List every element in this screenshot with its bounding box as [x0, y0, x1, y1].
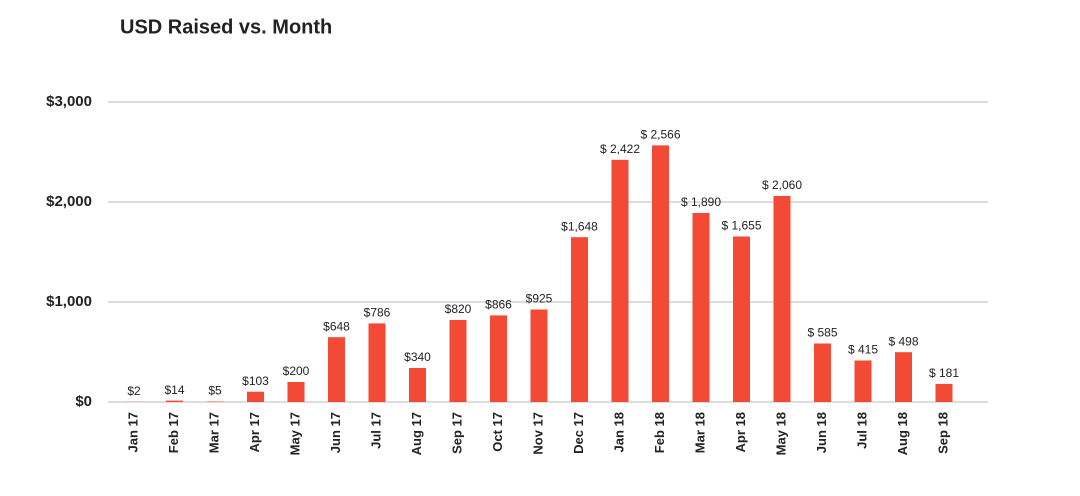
- x-tick-label: May 18: [773, 412, 788, 455]
- value-label: $925: [526, 292, 553, 306]
- bar: [895, 352, 912, 402]
- value-label: $14: [164, 383, 184, 397]
- x-tick-label: Mar 17: [206, 412, 221, 453]
- bar: [490, 315, 507, 402]
- value-label: $103: [242, 374, 269, 388]
- value-label: $ 585: [807, 326, 837, 340]
- y-tick-label: $3,000: [46, 93, 92, 110]
- bar: [409, 368, 426, 402]
- x-tick-label: Aug 17: [409, 412, 424, 455]
- value-label: $ 1,890: [681, 195, 721, 209]
- bar: [328, 337, 345, 402]
- bar: [692, 213, 710, 402]
- bar: [530, 309, 548, 402]
- value-label: $ 498: [888, 334, 918, 348]
- y-tick-label: $2,000: [46, 193, 92, 210]
- y-tick-label: $0: [75, 393, 92, 410]
- value-label: $ 2,422: [600, 142, 640, 156]
- bar: [247, 391, 264, 402]
- x-tick-label: Nov 17: [530, 412, 545, 455]
- x-tick-label: Jun 17: [328, 412, 343, 453]
- chart-title: USD Raised vs. Month: [120, 16, 332, 38]
- value-label: $ 181: [929, 366, 959, 380]
- bar: [773, 196, 791, 402]
- value-label: $ 2,566: [640, 128, 680, 142]
- bar: [166, 400, 183, 402]
- x-tick-label: Apr 18: [733, 412, 748, 452]
- x-tick-label: Jul 18: [854, 412, 869, 449]
- x-tick-label: Sep 17: [449, 412, 464, 454]
- bar: [287, 382, 305, 402]
- value-label: $5: [208, 384, 222, 398]
- x-tick-label: Jul 17: [368, 412, 383, 449]
- x-tick-label: Feb 18: [652, 412, 667, 453]
- value-label: $ 1,655: [721, 219, 761, 233]
- x-tick-label: Mar 18: [692, 412, 707, 453]
- value-label: $866: [485, 298, 512, 312]
- x-tick-label: Sep 18: [935, 412, 950, 454]
- bar: [733, 236, 750, 402]
- value-label: $786: [364, 306, 391, 320]
- x-tick-label: Oct 17: [490, 412, 505, 452]
- value-label: $ 415: [848, 343, 878, 357]
- x-tick-label: Feb 17: [166, 412, 181, 453]
- value-label: $820: [445, 302, 472, 316]
- x-tick-label: Jun 18: [814, 412, 829, 453]
- x-tick-label: Dec 17: [571, 412, 586, 454]
- bar: [571, 237, 588, 402]
- x-tick-label: Aug 18: [895, 412, 910, 455]
- bar: [368, 323, 386, 402]
- bar: [611, 159, 629, 402]
- value-label: $1,648: [561, 219, 598, 233]
- bar: [206, 401, 224, 402]
- x-tick-label: Jan 18: [611, 412, 626, 452]
- bar: [935, 383, 953, 402]
- x-tick-label: Apr 17: [247, 412, 262, 452]
- x-tick-label: Jan 17: [125, 412, 140, 452]
- bar: [854, 360, 872, 402]
- x-tick-label: May 17: [287, 412, 302, 455]
- value-label: $200: [283, 364, 310, 378]
- value-label: $ 2,060: [762, 178, 802, 192]
- value-label: $648: [323, 319, 350, 333]
- y-tick-label: $1,000: [46, 293, 92, 310]
- bar: [652, 145, 669, 402]
- value-label: $2: [127, 384, 141, 398]
- bar: [814, 343, 831, 402]
- value-label: $340: [404, 350, 431, 364]
- bar: [449, 320, 467, 402]
